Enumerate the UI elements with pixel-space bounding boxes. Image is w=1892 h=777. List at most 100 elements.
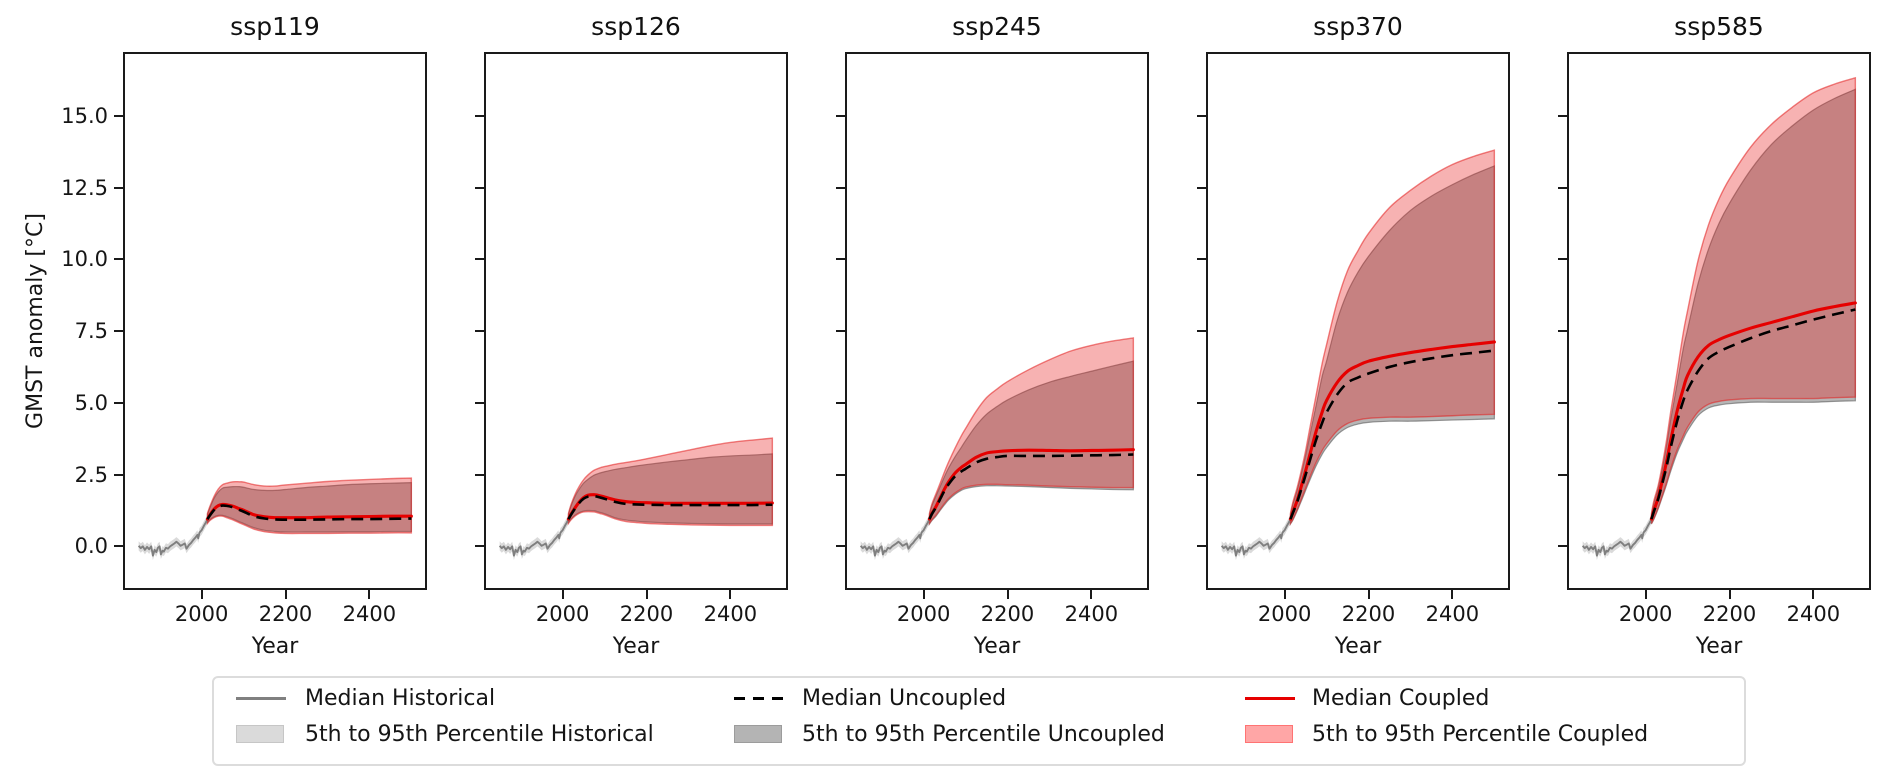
ssp245-uncoupled-band [928,360,1134,526]
ssp119-historical-median-line [137,518,209,557]
plot-area-ssp370 [1220,149,1496,561]
y-tick-ssp585-0 [1558,545,1567,548]
y-tick-label-5.0: 5.0 [74,390,108,415]
x-tick-label-ssp119-2200: 2200 [258,602,313,626]
y-tick-label-12.5: 12.5 [61,175,108,200]
x-tick-ssp126-2200 [645,590,648,599]
plot-area-ssp119 [137,477,413,561]
y-tick-ssp585-12.5 [1558,186,1567,189]
ssp126-uncoupled-median-line [567,494,773,520]
ssp585-coupled-band [1650,76,1857,524]
ssp126-coupled-band [567,437,774,527]
plot-title-ssp119: ssp119 [230,12,320,41]
y-tick-ssp370-15 [1197,114,1206,117]
x-axis-label-ssp370: Year [1334,634,1382,659]
x-tick-ssp119-2400 [368,590,371,599]
x-tick-ssp245-2400 [1090,590,1093,599]
panel-ssp585 [1567,52,1871,590]
x-tick-label-ssp585-2400: 2400 [1786,602,1841,626]
y-tick-label-7.5: 7.5 [74,319,108,343]
plot-area-ssp585 [1581,76,1857,561]
ssp126-historical-median-line [498,518,570,557]
x-tick-ssp370-2000 [1283,590,1286,599]
y-tick-ssp585-15 [1558,114,1567,117]
ssp370-uncoupled-band [1289,165,1495,527]
plot-area-ssp126 [498,437,774,561]
y-tick-ssp126-7.5 [475,330,484,332]
legend-label-5th-to-95th-percentile-historical: 5th to 95th Percentile Historical [305,722,654,747]
y-tick-ssp126-5 [475,401,484,404]
y-tick-ssp245-7.5 [836,330,845,332]
y-tick-ssp370-2.5 [1197,473,1206,476]
y-tick-label-10.0: 10.0 [61,247,108,272]
y-tick-ssp370-12.5 [1197,186,1206,189]
ssp585-uncoupled-band [1650,88,1856,525]
y-tick-ssp126-15 [475,114,484,117]
y-tick-label-2.5: 2.5 [74,462,108,487]
ssp245-uncoupled-median-line [928,453,1134,520]
y-tick-ssp119-5 [114,401,123,404]
y-tick-ssp126-12.5 [475,186,484,189]
ssp370-coupled-median-line [1288,340,1496,521]
ssp119-coupled-band [206,477,413,535]
ssp119-coupled-median-line [205,502,413,521]
x-tick-ssp245-2200 [1006,590,1009,599]
y-tick-ssp119-15 [114,114,123,117]
x-axis-label-ssp126: Year [612,634,660,659]
x-tick-ssp126-2000 [561,590,564,599]
x-tick-label-ssp119-2400: 2400 [342,602,397,626]
plot-title-ssp126: ssp126 [591,12,681,41]
ssp126-historical-band [499,514,569,561]
ssp585-historical-median-line [1581,518,1653,557]
ssp585-historical-band [1582,514,1652,561]
y-tick-ssp245-15 [836,114,845,117]
y-tick-ssp119-7.5 [114,330,123,332]
x-tick-ssp370-2200 [1367,590,1370,599]
ssp585-uncoupled-median-line [1650,308,1856,520]
y-tick-ssp585-2.5 [1558,473,1567,476]
ssp370-historical-band [1221,514,1291,561]
ssp370-coupled-band [1289,149,1496,526]
ssp370-uncoupled-median-line [1289,349,1495,520]
y-tick-ssp245-5 [836,401,845,404]
legend-label-median-coupled: Median Coupled [1312,686,1490,711]
x-tick-label-ssp245-2000: 2000 [896,602,951,626]
y-tick-ssp370-7.5 [1197,330,1206,332]
legend-marker-5th-to-95th-percentile-historical [236,725,284,743]
x-tick-label-ssp245-2200: 2200 [980,602,1035,626]
x-tick-label-ssp245-2400: 2400 [1064,602,1119,626]
x-tick-ssp126-2400 [729,590,732,599]
x-tick-ssp119-2000 [200,590,203,599]
legend-marker-median-historical [236,697,286,701]
ssp119-historical-band [138,514,208,561]
y-tick-ssp126-2.5 [475,473,484,476]
y-tick-ssp370-0 [1197,545,1206,548]
y-tick-ssp119-2.5 [114,473,123,476]
legend-marker-5th-to-95th-percentile-uncoupled [734,725,782,743]
panel-ssp126 [484,52,788,590]
panel-ssp245 [845,52,1149,590]
x-axis-label-ssp585: Year [1695,634,1743,659]
legend-label-median-uncoupled: Median Uncoupled [802,686,1007,711]
x-axis-label-ssp245: Year [973,634,1021,659]
x-axis-label-ssp119: Year [251,634,299,659]
x-tick-label-ssp370-2400: 2400 [1425,602,1480,626]
y-tick-ssp126-0 [475,545,484,548]
x-tick-label-ssp126-2400: 2400 [703,602,758,626]
legend-marker-5th-to-95th-percentile-coupled [1245,725,1293,743]
legend-marker-median-uncoupled [734,697,784,701]
plot-title-ssp370: ssp370 [1313,12,1403,41]
y-tick-ssp585-5 [1558,401,1567,404]
plot-area-ssp245 [859,337,1135,561]
ssp245-historical-band [860,514,930,561]
y-tick-ssp245-2.5 [836,473,845,476]
x-tick-ssp245-2000 [922,590,925,599]
ssp245-historical-median-line [859,518,931,557]
y-tick-ssp585-7.5 [1558,330,1567,332]
legend-label-median-historical: Median Historical [305,686,496,711]
x-tick-label-ssp126-2000: 2000 [535,602,590,626]
legend-label-5th-to-95th-percentile-uncoupled: 5th to 95th Percentile Uncoupled [802,722,1165,747]
plot-title-ssp585: ssp585 [1674,12,1764,41]
y-tick-ssp370-10 [1197,258,1206,261]
